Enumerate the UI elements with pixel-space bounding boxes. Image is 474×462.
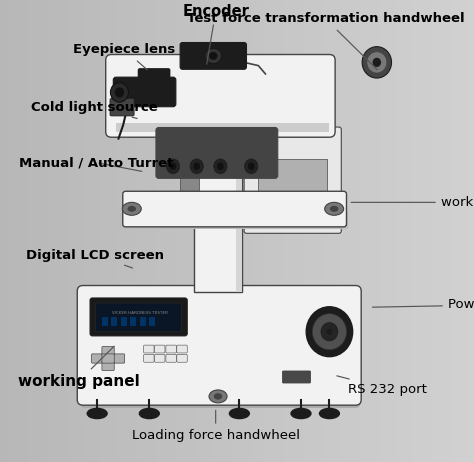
FancyBboxPatch shape xyxy=(102,361,114,371)
Ellipse shape xyxy=(248,163,255,170)
FancyBboxPatch shape xyxy=(102,346,114,356)
FancyBboxPatch shape xyxy=(138,69,170,83)
FancyBboxPatch shape xyxy=(140,317,146,326)
Ellipse shape xyxy=(291,408,311,419)
FancyBboxPatch shape xyxy=(112,354,125,363)
Text: Power source: Power source xyxy=(373,298,474,311)
Ellipse shape xyxy=(306,307,353,357)
Ellipse shape xyxy=(214,393,222,400)
Ellipse shape xyxy=(217,163,224,170)
Ellipse shape xyxy=(209,52,218,60)
FancyBboxPatch shape xyxy=(130,317,136,326)
FancyBboxPatch shape xyxy=(91,354,104,363)
FancyBboxPatch shape xyxy=(116,123,329,132)
FancyBboxPatch shape xyxy=(95,303,182,332)
Text: working panel: working panel xyxy=(18,346,140,389)
Text: RS 232 port: RS 232 port xyxy=(337,376,427,395)
FancyBboxPatch shape xyxy=(236,105,242,292)
Ellipse shape xyxy=(193,163,200,170)
Ellipse shape xyxy=(229,408,249,419)
FancyBboxPatch shape xyxy=(244,127,341,233)
Ellipse shape xyxy=(166,159,180,174)
Text: Cold light source: Cold light source xyxy=(31,101,157,118)
FancyBboxPatch shape xyxy=(149,317,155,326)
Text: working table: working table xyxy=(351,196,474,209)
Text: Loading force handwheel: Loading force handwheel xyxy=(132,410,300,442)
FancyBboxPatch shape xyxy=(144,354,154,362)
Ellipse shape xyxy=(245,159,258,174)
Ellipse shape xyxy=(209,390,227,403)
FancyBboxPatch shape xyxy=(283,371,310,383)
Ellipse shape xyxy=(327,329,332,334)
Ellipse shape xyxy=(139,408,159,419)
FancyBboxPatch shape xyxy=(77,286,361,405)
FancyBboxPatch shape xyxy=(166,345,176,353)
Text: Encoder: Encoder xyxy=(182,5,249,64)
Ellipse shape xyxy=(190,159,203,174)
Ellipse shape xyxy=(115,87,124,97)
FancyBboxPatch shape xyxy=(111,317,117,326)
Text: VICKER HARDNESS TESTER: VICKER HARDNESS TESTER xyxy=(112,311,168,315)
FancyBboxPatch shape xyxy=(118,213,348,229)
Text: Manual / Auto Turret: Manual / Auto Turret xyxy=(19,156,173,171)
FancyBboxPatch shape xyxy=(155,345,165,353)
FancyBboxPatch shape xyxy=(180,167,199,223)
FancyBboxPatch shape xyxy=(177,345,187,353)
Text: Test force transformation handwheel: Test force transformation handwheel xyxy=(187,12,465,70)
Text: Eyepiece lens: Eyepiece lens xyxy=(73,43,176,70)
FancyBboxPatch shape xyxy=(144,345,154,353)
FancyBboxPatch shape xyxy=(110,98,134,116)
FancyBboxPatch shape xyxy=(121,317,127,326)
Ellipse shape xyxy=(321,322,338,341)
Ellipse shape xyxy=(214,159,227,174)
FancyBboxPatch shape xyxy=(156,128,278,178)
Ellipse shape xyxy=(367,52,387,73)
Ellipse shape xyxy=(319,408,339,419)
FancyBboxPatch shape xyxy=(166,354,176,362)
Ellipse shape xyxy=(312,314,346,350)
Ellipse shape xyxy=(325,202,344,215)
FancyBboxPatch shape xyxy=(102,317,108,326)
FancyBboxPatch shape xyxy=(102,354,114,363)
Ellipse shape xyxy=(205,49,221,63)
Ellipse shape xyxy=(110,83,128,102)
FancyBboxPatch shape xyxy=(90,298,187,336)
Ellipse shape xyxy=(87,408,107,419)
Ellipse shape xyxy=(122,202,141,215)
Ellipse shape xyxy=(128,206,136,212)
Ellipse shape xyxy=(373,58,381,67)
FancyBboxPatch shape xyxy=(106,55,335,137)
FancyBboxPatch shape xyxy=(194,105,242,292)
FancyBboxPatch shape xyxy=(113,77,176,107)
Ellipse shape xyxy=(362,47,392,78)
FancyBboxPatch shape xyxy=(177,354,187,362)
Text: Digital LCD screen: Digital LCD screen xyxy=(26,249,164,268)
FancyBboxPatch shape xyxy=(123,191,346,227)
FancyBboxPatch shape xyxy=(180,43,246,69)
FancyBboxPatch shape xyxy=(81,288,360,408)
FancyBboxPatch shape xyxy=(258,159,327,206)
FancyBboxPatch shape xyxy=(155,354,165,362)
Ellipse shape xyxy=(330,206,338,212)
Ellipse shape xyxy=(170,163,176,170)
